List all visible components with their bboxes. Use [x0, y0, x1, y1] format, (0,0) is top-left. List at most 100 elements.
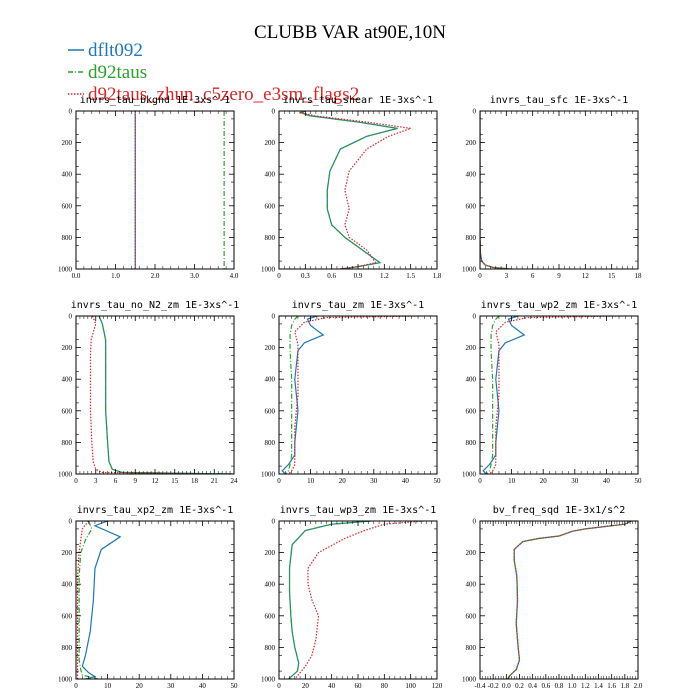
- y-tick-label: 200: [62, 549, 73, 557]
- x-tick-label: -0.4: [474, 682, 486, 690]
- series-line-dflt092: [81, 521, 122, 679]
- x-tick-label: 15: [171, 477, 179, 485]
- plot-frame: [75, 315, 235, 475]
- x-tick-label: 12: [582, 272, 590, 280]
- x-tick-label: 3: [505, 272, 509, 280]
- series-line-d92taus_zhun_c5zero_e3sm_flags2: [294, 521, 424, 679]
- series-line-d92taus_zhun_c5zero_e3sm_flags2: [507, 521, 632, 679]
- panel-title: invrs_tau_bkgnd 1E-3xs^-1: [80, 95, 231, 106]
- y-tick-label: 800: [466, 644, 477, 652]
- x-tick-label: 10: [508, 477, 516, 485]
- x-tick-label: 0: [478, 272, 482, 280]
- series-line-dflt092: [281, 316, 325, 474]
- plot-frame: [479, 315, 639, 475]
- y-tick-label: 600: [466, 202, 477, 210]
- x-tick-label: 6: [531, 272, 535, 280]
- x-tick-label: 40: [328, 682, 336, 690]
- x-tick-label: 18: [635, 272, 643, 280]
- figure-title: CLUBB VAR at90E,10N: [254, 22, 446, 43]
- y-tick-label: 200: [62, 139, 73, 147]
- y-tick-label: 0: [272, 518, 276, 526]
- x-tick-label: 0: [478, 477, 482, 485]
- x-tick-label: 0.6: [541, 682, 550, 690]
- x-tick-label: 0.0: [502, 682, 511, 690]
- plot-frame: [278, 520, 438, 680]
- series-line-d92taus: [284, 316, 299, 474]
- y-tick-label: 600: [62, 202, 73, 210]
- y-tick-label: 1000: [462, 471, 477, 479]
- y-tick-label: 800: [62, 439, 73, 447]
- x-tick-label: 0.9: [354, 272, 363, 280]
- chart-panel: invrs_tau_shear 1E-3xs^-1 0 200 400 600 800 10…: [261, 95, 442, 280]
- legend: dflt092d92tausd92taus_zhun_c5zero_e3sm_f…: [68, 40, 359, 105]
- panel-title: invrs_tau_zm 1E-3xs^-1: [292, 300, 424, 311]
- panel-title: invrs_tau_wp2_zm 1E-3xs^-1: [481, 300, 638, 311]
- y-tick-label: 1000: [58, 266, 73, 274]
- x-tick-label: 1.0: [111, 272, 120, 280]
- x-tick-label: 1.0: [568, 682, 577, 690]
- y-tick-label: 1000: [261, 471, 276, 479]
- series-line-dflt092: [288, 521, 372, 679]
- y-tick-label: 200: [62, 344, 73, 352]
- y-tick-label: 0: [272, 313, 276, 321]
- series-line-d92taus: [98, 316, 234, 474]
- x-tick-label: 4.0: [230, 272, 239, 280]
- plot-frame: [479, 520, 639, 680]
- y-tick-label: 800: [62, 644, 73, 652]
- chart-panel: invrs_tau_zm 1E-3xs^-1020040060080010000…: [261, 300, 441, 485]
- x-tick-label: 20: [302, 682, 310, 690]
- series-line-d92taus_zhun_c5zero_e3sm_flags2: [480, 111, 511, 269]
- panel-title: invrs_tau_xp2_zm 1E-3xs^-1: [77, 505, 234, 516]
- x-tick-label: -0.2: [488, 682, 500, 690]
- x-tick-label: 20: [540, 477, 548, 485]
- x-tick-label: 2.0: [151, 272, 160, 280]
- x-tick-label: 18: [191, 477, 199, 485]
- x-tick-label: 12: [152, 477, 160, 485]
- plot-frame: [479, 110, 639, 270]
- x-tick-label: 0.3: [301, 272, 310, 280]
- y-tick-label: 600: [62, 407, 73, 415]
- x-tick-label: 24: [231, 477, 239, 485]
- y-tick-label: 200: [265, 344, 276, 352]
- legend-label: d92taus: [88, 62, 147, 83]
- panel-title: invrs_tau_wp3_zm 1E-3xs^-1: [280, 505, 437, 516]
- series-line-d92taus: [485, 316, 500, 474]
- y-tick-label: 800: [466, 234, 477, 242]
- series-line-d92taus: [480, 111, 511, 269]
- chart-panel: invrs_tau_wp2_zm 1E-3xs^-102004006008001…: [462, 300, 642, 485]
- x-tick-label: 2.0: [634, 682, 643, 690]
- x-tick-label: 0.4: [528, 682, 537, 690]
- y-tick-label: 0: [473, 108, 477, 116]
- series-line-d92taus_zhun_c5zero_e3sm_flags2: [288, 316, 422, 474]
- x-tick-label: 0.8: [555, 682, 564, 690]
- y-tick-label: 400: [265, 581, 276, 589]
- x-tick-label: 0: [277, 682, 281, 690]
- x-tick-label: 1.8: [620, 682, 629, 690]
- y-tick-label: 800: [62, 234, 73, 242]
- x-tick-label: 21: [211, 477, 219, 485]
- x-tick-label: 0: [74, 682, 78, 690]
- x-tick-label: 80: [381, 682, 389, 690]
- x-tick-label: 50: [434, 477, 442, 485]
- y-tick-label: 1000: [58, 471, 73, 479]
- series-line-dflt092: [507, 521, 632, 679]
- series-line-d92taus: [507, 521, 632, 679]
- y-tick-label: 400: [466, 376, 477, 384]
- y-tick-label: 0: [473, 313, 477, 321]
- series-line-d92taus: [299, 111, 398, 269]
- x-tick-label: 0.2: [515, 682, 524, 690]
- x-tick-label: 0: [277, 477, 281, 485]
- x-tick-label: 9: [134, 477, 138, 485]
- legend-label: dflt092: [88, 40, 143, 61]
- x-tick-label: 1.2: [581, 682, 590, 690]
- x-tick-label: 20: [339, 477, 347, 485]
- x-tick-label: 100: [405, 682, 416, 690]
- panel-title: invrs_tau_sfc 1E-3xs^-1: [490, 95, 628, 106]
- y-tick-label: 800: [466, 439, 477, 447]
- x-tick-label: 30: [167, 682, 175, 690]
- y-tick-label: 400: [62, 171, 73, 179]
- plot-frame: [278, 110, 438, 270]
- y-tick-label: 600: [265, 612, 276, 620]
- x-tick-label: 50: [635, 477, 643, 485]
